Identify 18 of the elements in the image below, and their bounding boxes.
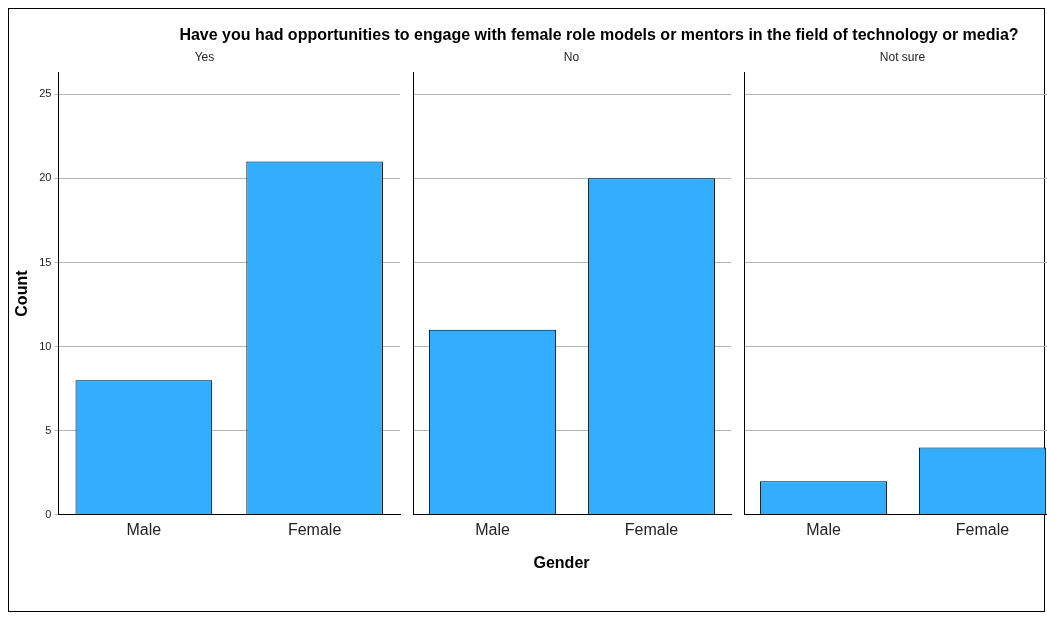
x-tick-label: Male xyxy=(126,520,162,538)
x-axis-title: Gender xyxy=(532,554,591,572)
x-tick-label: Female xyxy=(955,520,1010,538)
x-tick-label: Female xyxy=(287,520,342,538)
y-axis-title: Count xyxy=(13,269,31,317)
y-tick-label: 0 xyxy=(45,507,52,520)
chart-subtitle: No xyxy=(563,49,580,64)
text: Have you had opportunities to engage with female role models or mentors in the field of technology or media? xyxy=(178,25,1020,43)
y-tick-label: 15 xyxy=(39,255,52,268)
x-tick-label: Male xyxy=(475,520,510,538)
y-tick-label: 10 xyxy=(39,339,52,352)
x-tick-label: Female xyxy=(624,520,679,538)
y-tick-label: 5 xyxy=(45,423,52,436)
y-tick-label: 25 xyxy=(39,87,52,100)
chart-subtitle: Not sure xyxy=(879,49,926,64)
chart-subtitle: Yes xyxy=(194,49,215,64)
x-tick-label: Male xyxy=(806,520,841,538)
y-tick-label: 20 xyxy=(39,171,52,184)
